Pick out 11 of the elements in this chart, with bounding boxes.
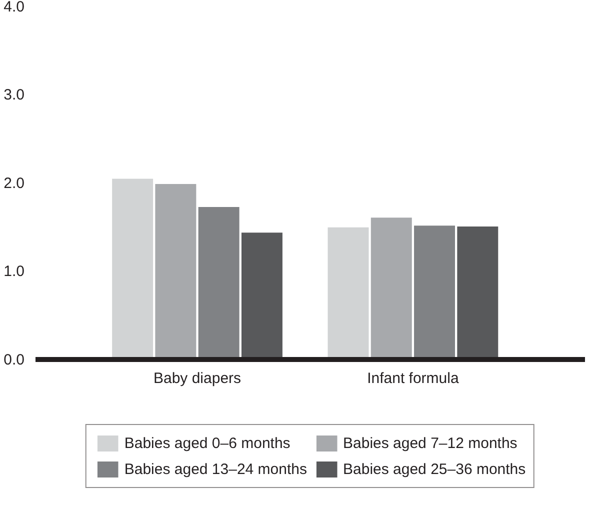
legend-label: Babies aged 25–36 months: [343, 460, 526, 478]
legend-label: Babies aged 13–24 months: [124, 460, 307, 478]
x-tick-label: Infant formula: [367, 370, 460, 388]
y-tick-label: 3.0: [4, 86, 25, 104]
y-tick-label: 4.0: [4, 0, 25, 16]
y-tick-label: 1.0: [4, 263, 25, 280]
legend-label: Babies aged 7–12 months: [343, 434, 518, 452]
y-tick-label: 2.0: [4, 174, 25, 192]
legend-label: Babies aged 0–6 months: [124, 434, 290, 452]
x-tick-label: Baby diapers: [153, 370, 242, 388]
y-tick-label: 0.0: [4, 352, 25, 369]
